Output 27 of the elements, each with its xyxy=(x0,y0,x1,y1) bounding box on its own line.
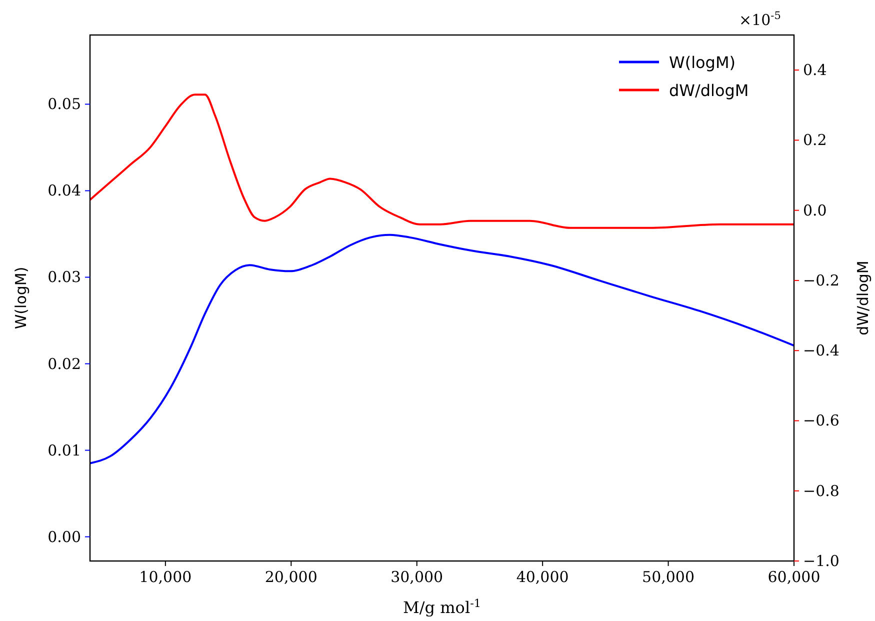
x-tick-label: 50,000 xyxy=(642,568,695,586)
y2-tick-label: −0.4 xyxy=(803,342,840,360)
line-series xyxy=(90,234,794,464)
y-tick-label: 0.01 xyxy=(48,441,81,460)
y-tick-label: 0.04 xyxy=(48,182,81,200)
text: ×10$^{-5}$ xyxy=(739,10,781,29)
y-axis-title: W(logM) xyxy=(12,266,30,330)
y2-tick-label: 0.2 xyxy=(803,131,827,150)
legend-label: W(logM) xyxy=(669,53,736,72)
y-tick-label: 0.03 xyxy=(48,268,81,286)
x-tick-label: 10,000 xyxy=(139,568,192,586)
y-tick-label: 0.05 xyxy=(48,95,81,114)
y2-tick-label: 0.4 xyxy=(803,61,827,80)
x-axis-title: M/g mol$^{-1}$ xyxy=(403,596,481,617)
legend-label: dW/dlogM xyxy=(669,81,749,100)
x-tick-label: 30,000 xyxy=(390,568,444,586)
y2-tick-label: −1.0 xyxy=(803,552,840,570)
y2-axis-title: dW/dlogM xyxy=(854,260,872,336)
y-tick-label: 0.02 xyxy=(48,354,81,373)
x-tick-label: 20,000 xyxy=(264,568,318,586)
y2-tick-label: −0.8 xyxy=(803,482,840,500)
x-tick-label: 60,000 xyxy=(768,568,820,586)
y2-tick-label: −0.6 xyxy=(803,412,840,430)
y2-tick-label: −0.2 xyxy=(803,271,840,290)
y-tick-label: 0.00 xyxy=(48,528,81,546)
y2-tick-label: 0.0 xyxy=(803,201,827,220)
x-tick-label: 40,000 xyxy=(516,568,569,586)
